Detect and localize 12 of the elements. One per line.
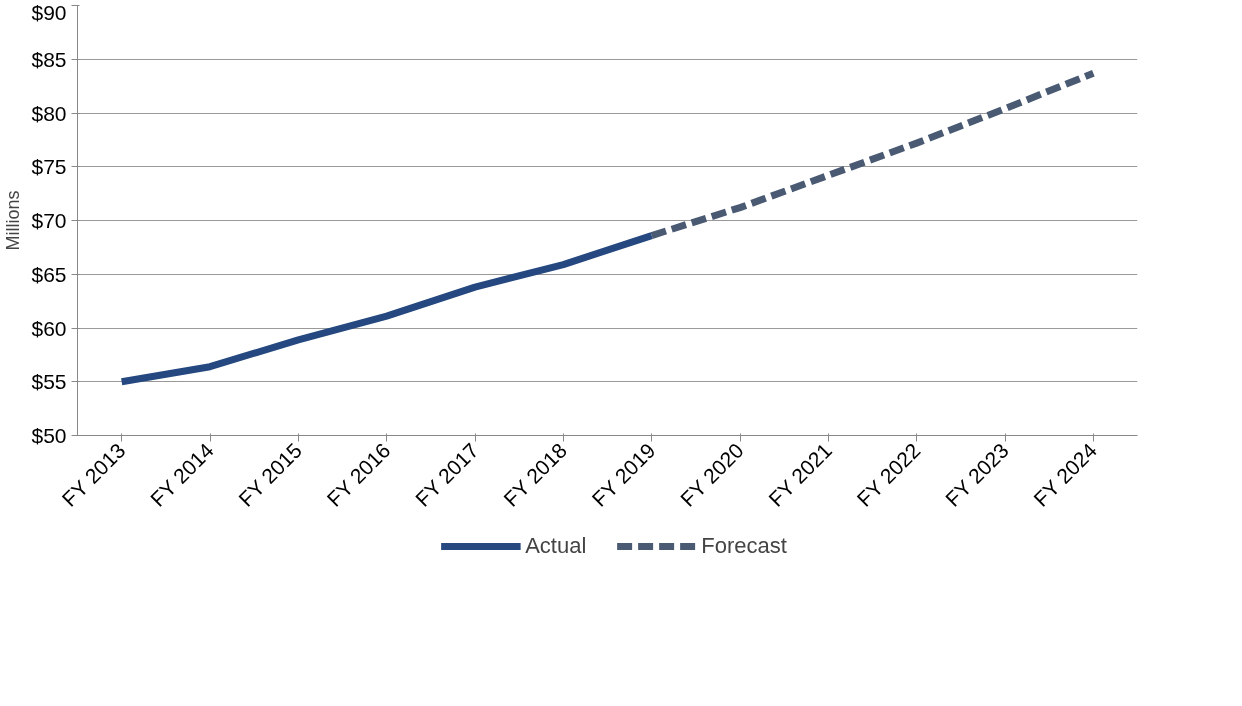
y-tick-label: $60 (31, 316, 67, 340)
y-tick-label: $65 (31, 262, 67, 286)
y-tick-label: $75 (31, 155, 67, 179)
y-tick-label: $70 (31, 209, 67, 232)
y-tick-label: $80 (31, 101, 67, 125)
legend-label: Actual (525, 533, 587, 559)
y-tick-label: $50 (31, 424, 67, 447)
y-tick-label: $90 (31, 0, 67, 24)
y-tick-label: $85 (31, 47, 67, 71)
y-axis-title: Millions (3, 190, 24, 251)
legend-label: Forecast (701, 533, 787, 559)
y-tick-label: $55 (31, 370, 67, 394)
